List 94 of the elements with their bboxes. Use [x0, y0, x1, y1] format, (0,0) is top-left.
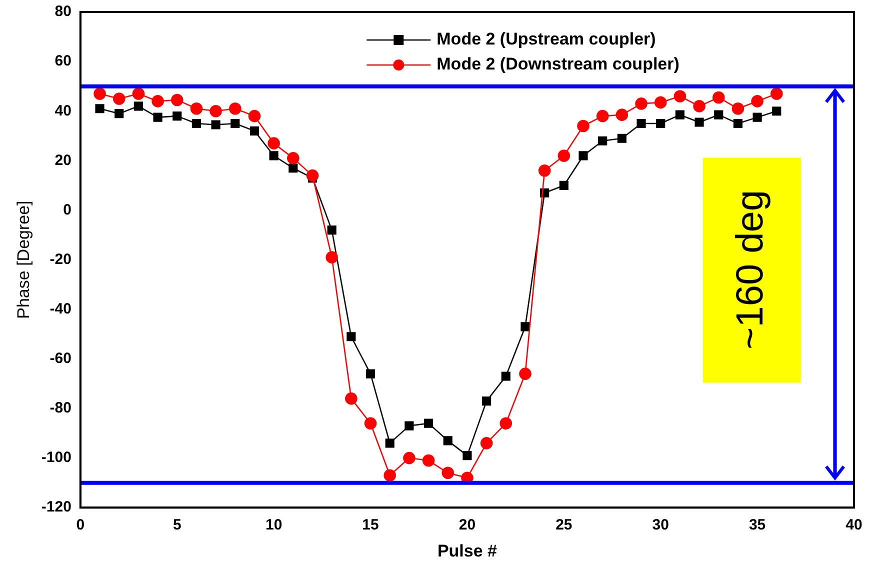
point — [170, 94, 184, 106]
point — [482, 396, 492, 406]
point — [153, 112, 162, 122]
point — [94, 88, 106, 100]
point — [250, 126, 260, 136]
x-tick-label: 0 — [76, 516, 85, 534]
point — [424, 418, 434, 428]
point — [326, 251, 338, 264]
point — [693, 100, 706, 112]
point — [598, 136, 608, 146]
point — [211, 120, 220, 130]
x-tick-label: 10 — [265, 516, 282, 534]
y-tick-label: -120 — [41, 498, 72, 516]
point — [172, 112, 182, 121]
legend-label: Mode 2 (Downstream coupler) — [436, 54, 680, 74]
point — [442, 466, 454, 480]
point — [443, 436, 452, 446]
point — [538, 164, 551, 177]
point — [422, 454, 435, 467]
x-tick-label: 30 — [652, 516, 669, 534]
point — [675, 110, 684, 120]
point — [578, 151, 588, 160]
point — [752, 112, 762, 122]
point — [694, 118, 704, 127]
point — [364, 417, 377, 430]
point — [480, 437, 493, 450]
point — [714, 110, 724, 120]
point — [230, 118, 240, 128]
point — [385, 438, 394, 448]
x-tick-label: 40 — [846, 516, 862, 534]
point — [346, 332, 356, 342]
point — [192, 118, 201, 128]
point — [287, 152, 300, 164]
y-tick-label: 60 — [54, 52, 72, 70]
x-tick-label: 15 — [362, 516, 379, 534]
point — [500, 417, 512, 430]
x-tick-label: 20 — [458, 516, 476, 534]
point — [616, 108, 628, 121]
point — [112, 92, 126, 105]
point — [617, 134, 626, 143]
point — [577, 120, 590, 132]
y-tick-label: -20 — [50, 250, 72, 268]
point — [770, 88, 783, 100]
point — [132, 88, 145, 100]
y-tick-label: -60 — [50, 350, 72, 368]
point — [269, 151, 278, 160]
point — [635, 98, 648, 110]
y-tick-label: 40 — [54, 102, 72, 120]
point — [559, 180, 568, 190]
point — [134, 102, 143, 111]
point — [519, 368, 532, 380]
point — [656, 118, 666, 128]
y-tick-label: -80 — [50, 400, 72, 417]
point — [462, 451, 472, 460]
y-tick-label: 20 — [54, 152, 72, 169]
y-axis-title: Phase [Degree] — [14, 200, 33, 319]
y-tick-label: -40 — [50, 300, 72, 318]
legend-label: Mode 2 (Upstream coupler) — [436, 30, 656, 49]
point — [772, 106, 782, 116]
point — [733, 118, 743, 128]
x-tick-label: 5 — [172, 516, 182, 534]
point — [674, 90, 686, 102]
x-tick-label: 25 — [556, 516, 572, 534]
point — [268, 137, 280, 150]
point — [403, 452, 416, 464]
point — [210, 104, 222, 118]
point — [732, 102, 744, 115]
point — [654, 96, 667, 109]
point — [404, 421, 414, 430]
point — [712, 91, 725, 104]
x-tick-label: 35 — [748, 516, 766, 534]
point — [558, 150, 570, 162]
point — [114, 109, 124, 118]
point — [95, 104, 104, 114]
point — [751, 95, 764, 108]
x-axis-title: Pulse # — [437, 541, 498, 560]
y-tick-label: 0 — [63, 201, 72, 218]
point — [384, 469, 396, 482]
point — [306, 169, 319, 182]
point — [520, 322, 530, 332]
point — [345, 392, 358, 405]
y-tick-label: 80 — [54, 3, 72, 20]
annotation: ~160 deg — [729, 190, 772, 350]
point — [152, 95, 164, 108]
point — [366, 369, 376, 378]
point — [190, 102, 203, 115]
point — [228, 102, 242, 115]
point — [327, 226, 336, 235]
point — [501, 372, 510, 381]
y-tick-label: -100 — [41, 449, 72, 466]
point — [288, 164, 298, 173]
point — [596, 110, 609, 122]
point — [248, 110, 261, 122]
point — [636, 118, 646, 128]
